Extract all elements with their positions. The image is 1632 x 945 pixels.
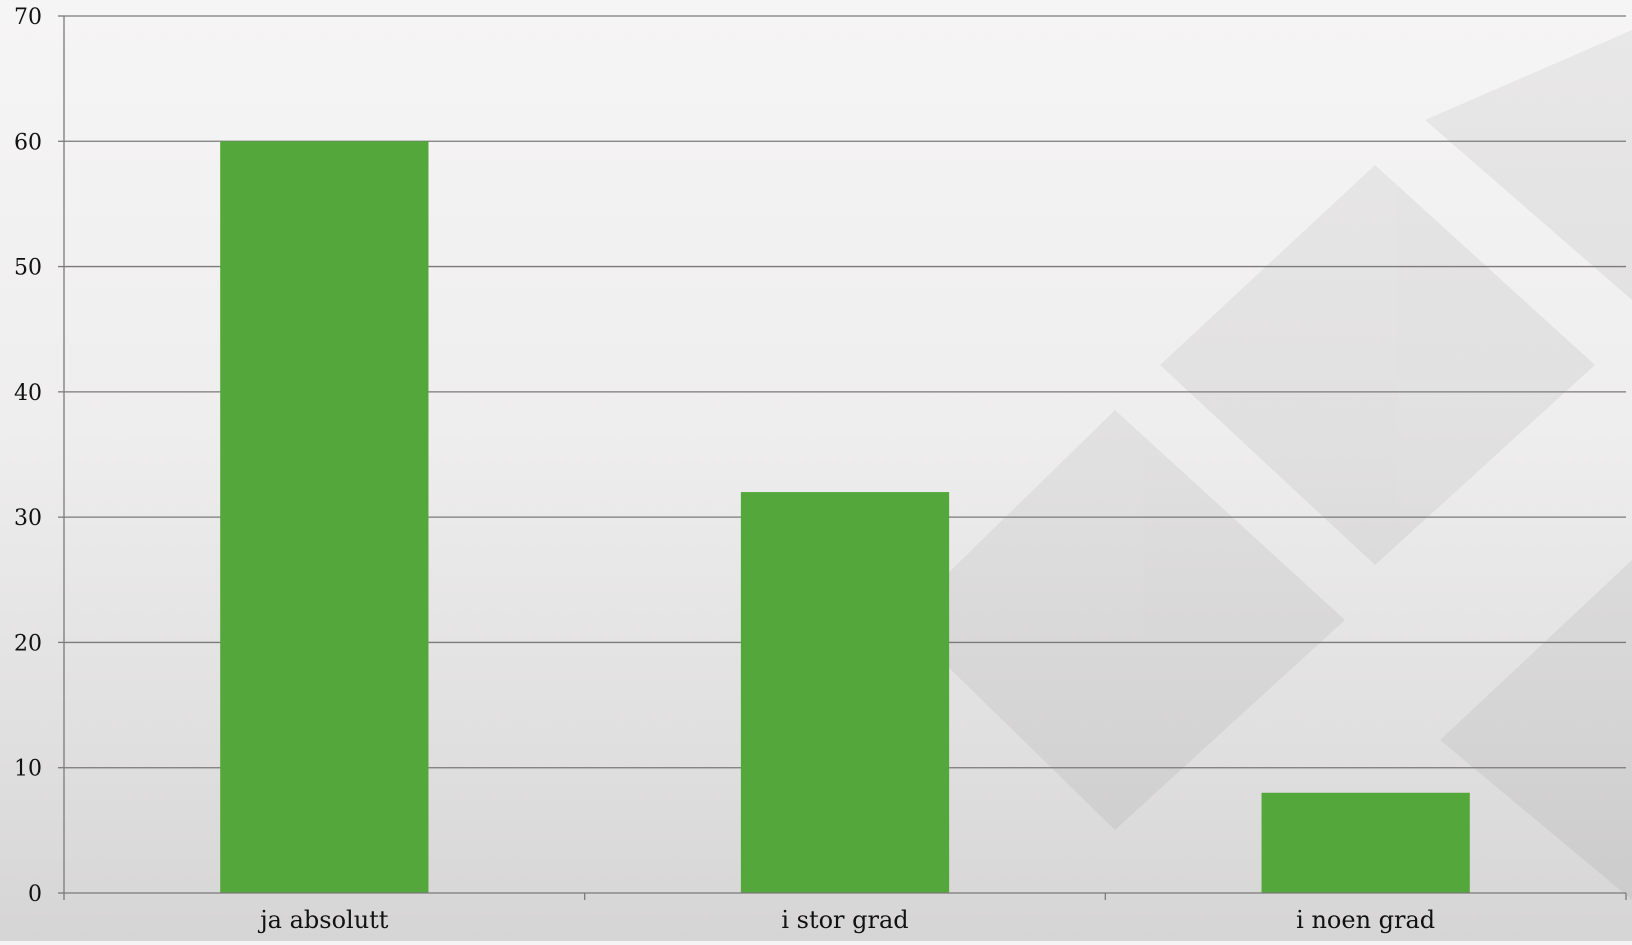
y-tick-labels: 0 10 20 30 40 50 60 70 — [14, 5, 42, 907]
bg-diamond-4 — [1440, 560, 1632, 900]
bg-diamond-3 — [1425, 30, 1632, 300]
background-decoration — [900, 30, 1632, 900]
x-tick-label: i noen grad — [1296, 906, 1435, 934]
y-tick-label: 70 — [14, 5, 42, 30]
bg-diamond-1 — [1160, 165, 1595, 565]
bar-i-noen-grad — [1261, 792, 1470, 893]
y-tick-label: 60 — [14, 130, 42, 155]
x-tick-label: i stor grad — [781, 906, 908, 934]
axes — [58, 15, 1627, 900]
bg-diamond-2 — [900, 410, 1345, 830]
bars — [220, 141, 1470, 894]
bar-ja-absolutt — [220, 141, 429, 894]
y-tick-label: 30 — [14, 506, 42, 531]
y-tick-label: 10 — [14, 757, 42, 782]
y-tick-label: 50 — [14, 256, 42, 281]
bar-i-stor-grad — [740, 492, 950, 893]
x-tick-label: ja absolutt — [257, 906, 389, 934]
x-tick-labels: ja absolutt i stor grad i noen grad — [257, 906, 1435, 934]
y-tick-label: 20 — [14, 631, 42, 656]
y-tick-label: 0 — [28, 882, 42, 907]
y-tick-label: 40 — [14, 381, 42, 406]
